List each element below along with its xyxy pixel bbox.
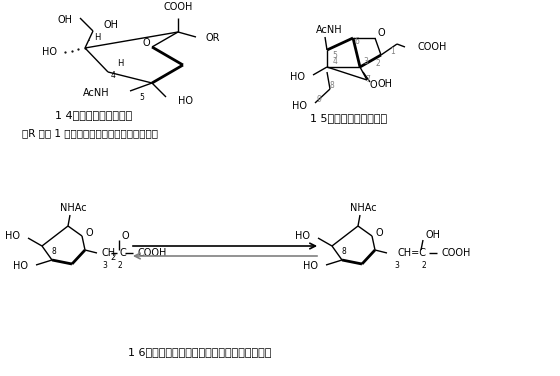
Text: 1 4　燕窩中のシアル酸: 1 4 燕窩中のシアル酸	[55, 110, 132, 120]
Text: 2: 2	[110, 253, 115, 261]
Text: O: O	[85, 228, 92, 238]
Text: O: O	[375, 228, 382, 238]
Text: 3: 3	[395, 261, 399, 270]
Text: 7: 7	[366, 74, 370, 83]
Text: OR: OR	[206, 33, 221, 43]
Text: CH: CH	[101, 248, 115, 258]
Text: O: O	[369, 80, 377, 90]
Text: OH: OH	[57, 15, 72, 25]
Text: 3: 3	[102, 261, 108, 270]
Text: 6: 6	[354, 38, 360, 47]
Text: 8: 8	[330, 80, 334, 89]
Text: HO: HO	[178, 96, 193, 106]
Text: H: H	[117, 59, 123, 68]
Text: O: O	[121, 231, 129, 241]
Text: 2: 2	[376, 59, 380, 68]
Text: 1 5　耳垒中のシアル酸: 1 5 耳垒中のシアル酸	[310, 113, 387, 123]
Text: O: O	[377, 28, 385, 38]
Text: 2: 2	[422, 261, 426, 270]
Text: C: C	[119, 248, 126, 258]
Text: AcNH: AcNH	[316, 25, 342, 35]
Text: 1: 1	[391, 47, 395, 56]
Text: HO: HO	[13, 261, 28, 271]
Text: 9: 9	[316, 94, 321, 103]
Text: HO: HO	[292, 101, 307, 111]
Text: NHAc: NHAc	[349, 203, 376, 213]
Text: 1 6　（燕窩を酸処理してえられるシアル酸）: 1 6 （燕窩を酸処理してえられるシアル酸）	[128, 347, 272, 357]
Text: H: H	[94, 33, 100, 42]
Text: OH: OH	[378, 79, 393, 89]
Text: COOH: COOH	[164, 2, 193, 12]
Text: 2: 2	[118, 261, 123, 270]
Text: 8: 8	[342, 247, 347, 256]
Text: 3: 3	[363, 58, 368, 67]
Text: O: O	[142, 38, 150, 48]
Text: HO: HO	[5, 231, 20, 241]
Text: 4: 4	[110, 71, 115, 80]
Text: COOH: COOH	[137, 248, 166, 258]
Text: OH: OH	[426, 230, 441, 240]
Text: 5: 5	[139, 92, 144, 102]
Text: COOH: COOH	[417, 42, 446, 52]
Text: HO: HO	[42, 47, 57, 57]
Text: 4: 4	[333, 58, 338, 67]
Text: HO: HO	[290, 72, 305, 82]
Text: HO: HO	[295, 231, 310, 241]
Text: COOH: COOH	[441, 248, 470, 258]
Text: OH: OH	[103, 20, 118, 30]
Text: HO: HO	[303, 261, 318, 271]
Text: ·: ·	[87, 35, 91, 49]
Text: （R は図 1 に示してある糖鎖とペプチド鎖）: （R は図 1 に示してある糖鎖とペプチド鎖）	[22, 128, 158, 138]
Text: 8: 8	[52, 247, 57, 256]
Text: 5: 5	[333, 50, 338, 59]
Text: CH=C: CH=C	[397, 248, 426, 258]
Text: NHAc: NHAc	[60, 203, 86, 213]
Text: AcNH: AcNH	[83, 88, 110, 98]
